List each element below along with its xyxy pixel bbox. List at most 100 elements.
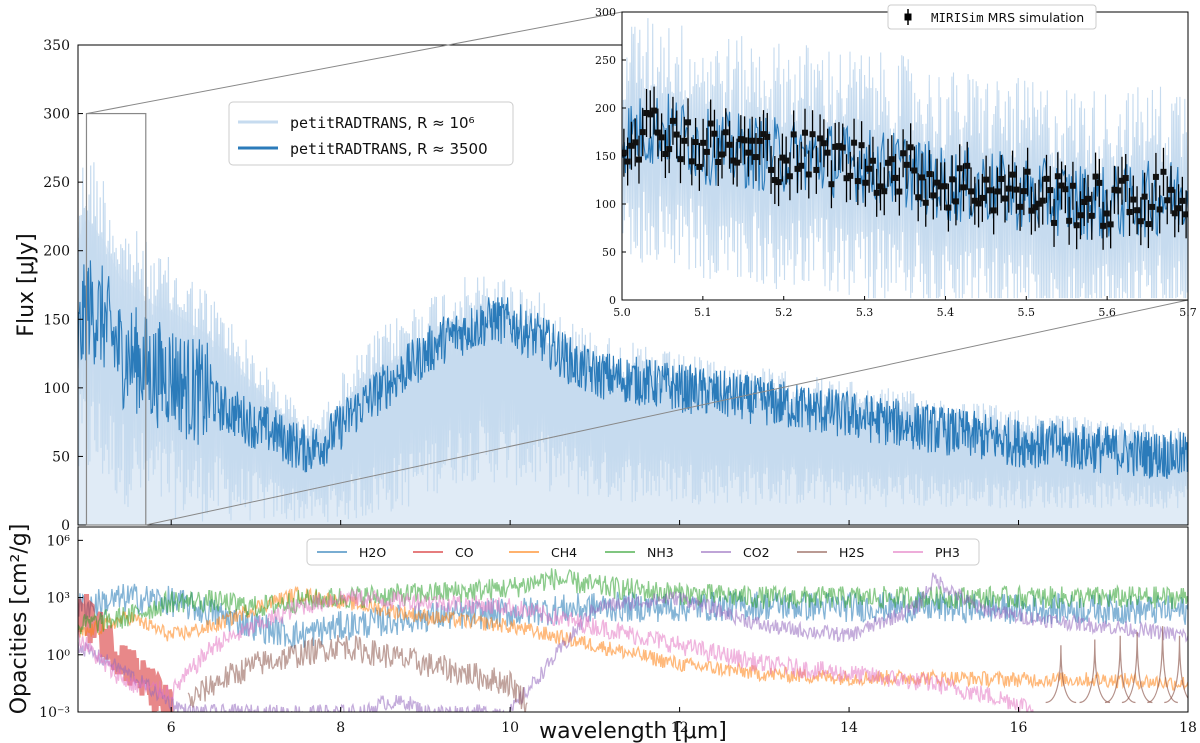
inset-data-point xyxy=(1179,176,1186,225)
inset-data-point xyxy=(1085,174,1092,223)
inset-data-point xyxy=(752,133,759,182)
inset-data-point xyxy=(624,137,631,186)
inset-data-point xyxy=(1088,191,1095,240)
inset-data-point xyxy=(673,110,680,159)
inset-x-tick-label: 5.4 xyxy=(937,306,955,319)
opacity-x-tick-label: 18 xyxy=(1179,720,1197,736)
opacity-peak-h2s xyxy=(1121,631,1153,704)
inset-data-point xyxy=(802,108,809,157)
opacity-y-tick-label: 10⁰ xyxy=(47,648,71,664)
inset-data-point xyxy=(1058,161,1065,210)
inset-data-point xyxy=(945,183,952,232)
inset-data-point xyxy=(790,110,797,159)
inset-data-point xyxy=(1028,186,1035,235)
main-y-tick-label: 0 xyxy=(61,518,70,534)
x-axis-label: wavelength [μm] xyxy=(539,719,727,743)
inset-data-point xyxy=(949,155,956,204)
inset-data-point xyxy=(628,121,635,170)
inset-data-point xyxy=(654,108,661,157)
opacity-legend-frame xyxy=(306,538,980,566)
inset-data-point xyxy=(986,166,993,215)
inset-data-point xyxy=(934,158,941,207)
inset-x-tick-label: 5.6 xyxy=(1098,306,1116,319)
inset-legend-label: MIRISim MRS simulation xyxy=(931,10,1084,25)
main-y-ticks: 0 50 100 150 200 250 300 350 xyxy=(43,38,83,534)
inset-data-point xyxy=(1062,165,1069,214)
inset-legend: MIRISim MRS simulation xyxy=(887,4,1097,30)
inset-data-point xyxy=(632,118,639,167)
opacity-series-co xyxy=(78,593,174,712)
inset-data-point xyxy=(1183,190,1188,239)
opacity-series-ph3 xyxy=(78,588,1034,712)
inset-data-point xyxy=(1035,179,1042,228)
inset-data-point xyxy=(1017,182,1024,231)
inset-data-point xyxy=(730,136,737,185)
inset-data-point xyxy=(994,167,1001,216)
inset-data-point xyxy=(622,128,627,177)
inset-data-point xyxy=(1145,200,1152,249)
inset-data-point xyxy=(990,186,997,235)
inset-series-group xyxy=(622,18,1188,299)
inset-data-point xyxy=(983,155,990,204)
inset-y-tick-label: 50 xyxy=(602,246,616,259)
inset-data-point xyxy=(813,145,820,194)
inset-data-point xyxy=(783,136,790,185)
zoom-connector-bottom xyxy=(145,299,1189,526)
inset-data-point xyxy=(885,138,892,187)
inset-data-point xyxy=(1081,177,1088,226)
inset-data-point xyxy=(651,86,658,135)
inset-data-point xyxy=(1160,147,1167,196)
opacity-y-axis-label: Opacities [cm²/g] xyxy=(7,524,32,715)
inset-data-point xyxy=(1009,150,1016,199)
opacity-series-ch4 xyxy=(78,585,1188,691)
inset-x-tick-label: 5.5 xyxy=(1018,306,1036,319)
inset-data-point xyxy=(839,123,846,172)
inset-data-point xyxy=(975,179,982,228)
inset-data-point xyxy=(1130,175,1137,224)
inset-data-point xyxy=(960,163,967,212)
inset-data-point xyxy=(843,154,850,203)
inset-data-point xyxy=(971,176,978,225)
inset-y-tick-label: 0 xyxy=(609,294,616,307)
inset-data-point xyxy=(1051,198,1058,247)
inset-data-point xyxy=(718,130,725,179)
opacity-panel: 6 8 10 12 14 16 18 10⁻³ 10⁰ 10³ 10⁶ Opacities [cm… xyxy=(7,524,1197,743)
opacity-x-tick-label: 8 xyxy=(336,720,345,736)
opacity-x-tick-label: 14 xyxy=(840,720,858,736)
inset-data-point xyxy=(847,151,854,200)
inset-data-point xyxy=(900,129,907,178)
inset-data-point xyxy=(809,110,816,159)
inset-data-point xyxy=(685,98,692,147)
zoom-indicator xyxy=(85,11,1189,526)
inset-data-point xyxy=(711,109,718,158)
inset-data-point xyxy=(1122,154,1129,203)
inset-data-point xyxy=(896,167,903,216)
inset-data-point xyxy=(764,112,771,161)
inset-data-point xyxy=(828,160,835,209)
inset-data-point xyxy=(741,116,748,165)
inset-data-point xyxy=(768,145,775,194)
inset-data-point xyxy=(1069,161,1076,210)
inset-data-point xyxy=(1047,166,1054,215)
inset-data-point xyxy=(805,150,812,199)
opacity-y-ticks: 10⁻³ 10⁰ 10³ 10⁶ xyxy=(39,533,83,721)
inset-data-point xyxy=(918,153,925,202)
inset-data-point xyxy=(696,142,703,191)
inset-data-point xyxy=(1126,187,1133,236)
inset-data-point xyxy=(930,171,937,220)
inset-data-point xyxy=(1175,184,1182,233)
opacity-x-tick-label: 6 xyxy=(167,720,176,736)
legend-label-lowres: petitRADTRANS, R ≈ 3500 xyxy=(290,140,488,158)
inset-data-point xyxy=(798,141,805,190)
inset-panel: 5.0 5.1 5.2 5.3 5.4 5.5 5.6 5.7 0 50 100 150 200 250… xyxy=(595,4,1197,319)
inset-data-point xyxy=(926,150,933,199)
inset-y-tick-label: 100 xyxy=(595,198,616,211)
main-y-axis-label: Flux [μJy] xyxy=(14,233,39,336)
inset-data-point xyxy=(1096,158,1103,207)
inset-data-point xyxy=(873,168,880,217)
inset-data-point xyxy=(998,154,1005,203)
inset-data-point xyxy=(1039,176,1046,225)
inset-data-point xyxy=(1032,183,1039,232)
inset-data-point xyxy=(964,141,971,190)
inset-data-point xyxy=(794,144,801,193)
